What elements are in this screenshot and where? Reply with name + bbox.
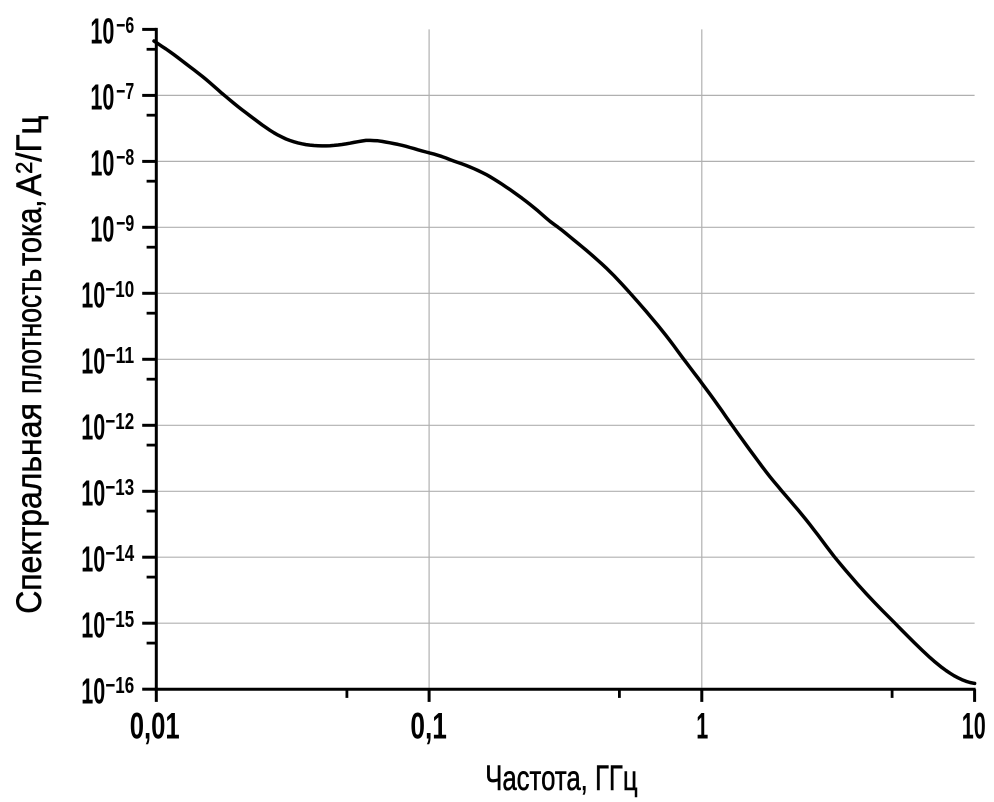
svg-text:10: 10: [962, 705, 986, 747]
svg-text:плотность: плотность: [10, 269, 49, 394]
svg-text:тока,: тока,: [9, 200, 48, 266]
svg-text:−9: −9: [116, 210, 134, 236]
svg-text:10: 10: [90, 11, 114, 52]
svg-text:10: 10: [90, 77, 114, 118]
svg-text:−7: −7: [116, 78, 134, 104]
svg-text:−10: −10: [105, 276, 134, 302]
svg-text:10: 10: [81, 341, 105, 382]
svg-text:10: 10: [81, 473, 105, 514]
svg-text:1: 1: [696, 705, 708, 747]
svg-text:Частота, ГГц: Частота, ГГц: [485, 759, 637, 798]
svg-text:10: 10: [81, 407, 105, 448]
svg-text:10: 10: [81, 275, 105, 316]
svg-text:10: 10: [81, 604, 105, 645]
svg-text:10: 10: [81, 670, 105, 711]
svg-text:А2/Гц: А2/Гц: [10, 116, 49, 196]
svg-text:0,01: 0,01: [130, 705, 180, 747]
svg-text:10: 10: [90, 143, 114, 184]
svg-text:−13: −13: [105, 474, 134, 500]
svg-text:−15: −15: [105, 606, 134, 632]
svg-text:−6: −6: [116, 12, 134, 38]
svg-text:−12: −12: [105, 408, 134, 434]
svg-text:10: 10: [81, 538, 105, 579]
svg-text:0,1: 0,1: [410, 705, 447, 747]
svg-text:−16: −16: [105, 672, 134, 698]
svg-text:−14: −14: [105, 540, 134, 566]
svg-text:Спектральная: Спектральная: [11, 403, 50, 614]
svg-text:−11: −11: [105, 342, 134, 368]
svg-text:10: 10: [90, 209, 114, 250]
svg-text:−8: −8: [116, 144, 134, 170]
